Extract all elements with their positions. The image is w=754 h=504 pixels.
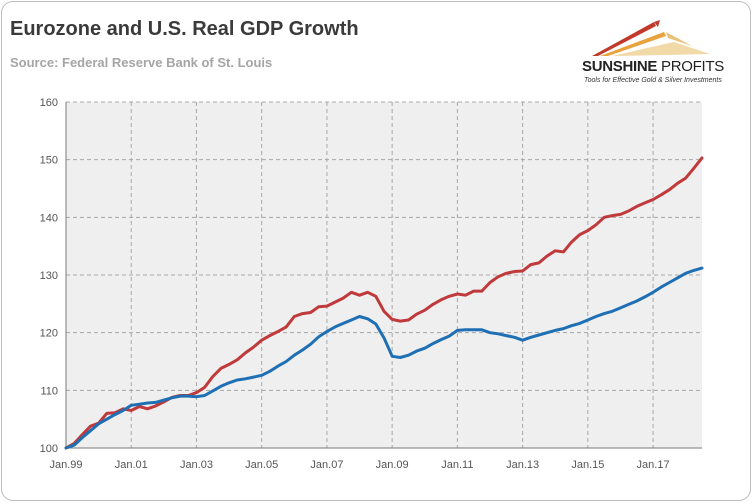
x-tick-label: Jan.99: [49, 459, 82, 471]
y-tick-label: 100: [40, 443, 58, 455]
y-tick-label: 120: [40, 328, 58, 340]
brand-tagline: Tools for Effective Gold & Silver Invest…: [584, 77, 722, 84]
x-tick-label: Jan.01: [115, 459, 148, 471]
y-tick-label: 140: [40, 212, 58, 224]
x-tick-label: Jan.17: [637, 459, 670, 471]
x-tick-label: Jan.13: [506, 459, 539, 471]
brand-name: SUNSHINE PROFITS: [582, 58, 724, 75]
x-tick-label: Jan.07: [310, 459, 343, 471]
y-tick-label: 150: [40, 155, 58, 167]
chart-source: Source: Federal Reserve Bank of St. Loui…: [10, 55, 273, 70]
chart-title: Eurozone and U.S. Real GDP Growth: [10, 18, 359, 40]
x-tick-label: Jan.09: [376, 459, 409, 471]
x-tick-label: Jan.05: [245, 459, 278, 471]
x-tick-label: Jan.03: [180, 459, 213, 471]
x-tick-label: Jan.11: [441, 459, 473, 471]
y-tick-label: 110: [40, 385, 58, 397]
y-tick-label: 160: [40, 97, 58, 109]
y-tick-label: 130: [40, 270, 58, 282]
brand-logo: SUNSHINE PROFITS Tools for Effective Gol…: [582, 18, 732, 88]
logo-mark-icon: [592, 20, 710, 56]
eurozone-series-line: [64, 266, 704, 450]
x-tick-label: Jan.15: [571, 459, 604, 471]
